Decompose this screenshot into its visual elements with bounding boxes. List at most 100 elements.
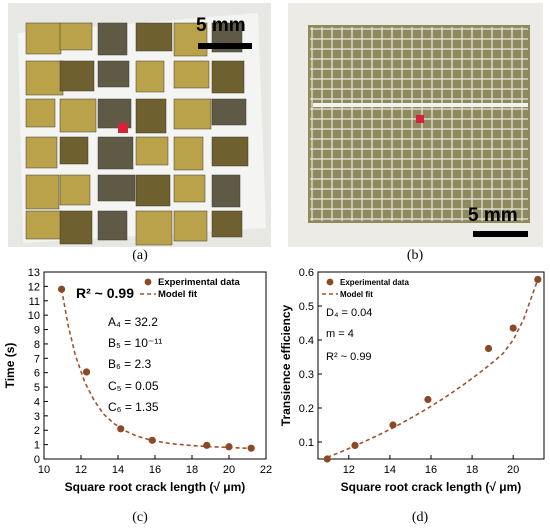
legend-label-fit: Model fit [340, 290, 373, 299]
red-marker [118, 123, 128, 133]
y-tick-label: 6 [34, 368, 40, 380]
data-point [203, 441, 211, 449]
x-tick-label: 20 [507, 464, 519, 476]
chip [25, 174, 60, 210]
chip [135, 98, 167, 134]
x-tick-label: 12 [75, 464, 87, 476]
x-tick-label: 22 [260, 464, 272, 476]
chip [173, 98, 212, 130]
y-axis-label: Transience efficiency [279, 304, 293, 426]
y-tick-label: 0.4 [299, 335, 314, 347]
chip [211, 174, 241, 208]
y-tick-label: 1 [34, 440, 40, 452]
y-tick-label: 0.5 [299, 301, 314, 313]
legend-label-data: Experimental data [158, 277, 241, 288]
x-tick-label: 16 [425, 464, 437, 476]
chip [173, 22, 208, 57]
chip [25, 22, 62, 55]
photo-a: 5 mm [8, 3, 271, 247]
chart-transience: 12 14 16 18 20 0.1 0.2 0.3 0.4 0.5 0.6 Square root … [279, 267, 545, 494]
y-tick-label: 12 [28, 281, 40, 293]
x-axis-label: Square root crack length (√ μm) [341, 480, 522, 494]
y-tick-label: 0.2 [299, 403, 314, 415]
legend-marker [144, 278, 152, 286]
annotation: B₅ = 10⁻¹¹ [108, 336, 162, 350]
y-tick-label: 5 [34, 382, 40, 394]
data-point [117, 425, 125, 433]
data-point [534, 275, 542, 284]
scale-label-a: 5 mm [196, 15, 246, 36]
chip [97, 136, 134, 170]
x-tick-label: 10 [38, 464, 50, 476]
chip [97, 210, 128, 241]
y-tick-label: 0 [34, 454, 40, 466]
plot-frame [317, 271, 545, 460]
caption-c: (c) [132, 510, 148, 525]
caption-a: (a) [132, 248, 148, 263]
y-tick-label: 0.1 [299, 437, 314, 449]
annotation: B₆ = 2.3 [108, 357, 152, 371]
chip [59, 174, 91, 206]
legend-label-fit: Model fit [158, 289, 198, 300]
data-point [484, 344, 493, 353]
y-tick-label: 11 [29, 296, 40, 308]
data-point [424, 395, 432, 404]
caption-b: (b) [406, 248, 424, 263]
x-tick-label: 18 [186, 464, 198, 476]
chip [135, 210, 173, 246]
x-axis-label: Square root crack length (√ μm) [65, 480, 246, 494]
data-point [148, 436, 156, 444]
legend-marker [326, 278, 334, 286]
chip [173, 210, 208, 242]
chip [59, 22, 93, 51]
annotation: m = 4 [326, 328, 354, 340]
caption-d: (d) [411, 510, 429, 525]
y-tick-label: 10 [28, 310, 40, 322]
y-tick-label: 0.6 [299, 267, 314, 279]
y-tick-label: 13 [28, 267, 40, 279]
scale-label-b: 5 mm [468, 205, 518, 226]
x-tick-label: 20 [223, 464, 235, 476]
y-tick-label: 8 [34, 339, 40, 351]
chip [173, 136, 204, 171]
data-point [389, 421, 397, 429]
data-point [82, 368, 91, 376]
chip [173, 174, 206, 203]
chip [59, 136, 89, 165]
model-fit-line [60, 289, 254, 450]
chip [135, 174, 171, 207]
chip [25, 60, 64, 96]
chip [97, 174, 136, 202]
y-tick-label: 9 [34, 325, 40, 337]
annotation: C₅ = 0.05 [108, 379, 159, 393]
legend-label-data: Experimental data [340, 278, 409, 287]
y-tick-label: 0.3 [299, 369, 314, 381]
scale-bar-b [473, 231, 528, 237]
photo-b-drawing [288, 3, 543, 247]
x-tick-label: 16 [149, 464, 161, 476]
chip [211, 60, 245, 94]
x-tick-label: 14 [112, 464, 124, 476]
chip [59, 60, 95, 92]
chip [211, 210, 243, 238]
y-tick-label: 4 [34, 396, 40, 408]
chip [25, 210, 62, 240]
annotation: A₄ = 32.2 [108, 315, 158, 329]
data-point [351, 441, 359, 449]
scale-bar-a [198, 43, 252, 49]
chip [59, 210, 93, 245]
x-tick-label: 12 [343, 464, 355, 476]
chip [173, 60, 210, 89]
data-point [57, 285, 66, 293]
y-axis-label: Time (s) [3, 343, 17, 389]
photo-a-drawing [8, 3, 271, 247]
data-point [225, 443, 233, 451]
chip [211, 136, 249, 167]
chip [211, 98, 247, 126]
x-tick-label: 18 [466, 464, 478, 476]
y-tick-label: 3 [34, 411, 40, 423]
chip [135, 136, 169, 166]
x-tick-label: 14 [384, 464, 396, 476]
chip [25, 98, 56, 128]
